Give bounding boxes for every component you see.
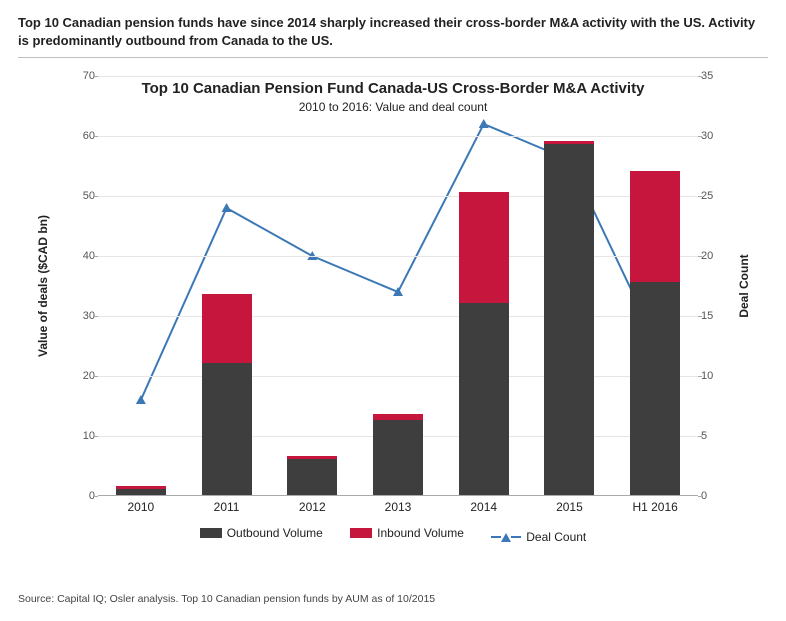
bar-outbound	[202, 363, 252, 495]
gridline	[98, 316, 698, 317]
legend-label-outbound: Outbound Volume	[227, 526, 323, 540]
legend-outbound: Outbound Volume	[200, 526, 323, 540]
x-category: 2010	[127, 500, 154, 514]
y-right-tick: 15	[701, 310, 723, 322]
legend-line-icon	[491, 533, 521, 542]
y-right-tick: 30	[701, 130, 723, 142]
y-left-tick: 60	[73, 130, 95, 142]
source-text: Source: Capital IQ; Osler analysis. Top …	[18, 593, 435, 605]
deal-count-marker	[479, 119, 489, 128]
y-right-tick: 0	[701, 490, 723, 502]
legend-dealcount: Deal Count	[491, 530, 586, 544]
bar-outbound	[544, 144, 594, 495]
x-category: H1 2016	[632, 500, 677, 514]
plot-area	[98, 76, 698, 496]
header-rule	[18, 57, 768, 58]
page-header: Top 10 Canadian pension funds have since…	[0, 0, 786, 57]
bar-inbound	[116, 486, 166, 489]
gridline	[98, 76, 698, 77]
bar-outbound	[459, 303, 509, 495]
x-category: 2011	[214, 500, 240, 514]
bar-2015	[544, 141, 594, 495]
bar-2013	[373, 414, 423, 495]
deal-count-marker	[136, 395, 146, 404]
y-left-tick: 20	[73, 370, 95, 382]
legend-label-inbound: Inbound Volume	[377, 526, 464, 540]
bar-2012	[287, 456, 337, 495]
y-right-tick: 35	[701, 70, 723, 82]
gridline	[98, 136, 698, 137]
bar-outbound	[287, 459, 337, 495]
bar-2014	[459, 192, 509, 495]
legend-swatch-inbound	[350, 528, 372, 538]
x-category: 2015	[556, 500, 583, 514]
gridline	[98, 376, 698, 377]
y-right-tick: 25	[701, 190, 723, 202]
bar-inbound	[202, 294, 252, 363]
gridline	[98, 256, 698, 257]
bar-outbound	[373, 420, 423, 495]
bar-inbound	[630, 171, 680, 282]
y-left-axis-label: Value of deals ($CAD bn)	[36, 215, 50, 357]
y-left-tick: 30	[73, 310, 95, 322]
chart-subtitle: 2010 to 2016: Value and deal count	[18, 100, 768, 114]
chart-container: Value of deals ($CAD bn) Deal Count Top …	[18, 66, 768, 566]
bar-inbound	[459, 192, 509, 303]
bar-inbound	[373, 414, 423, 420]
y-right-axis-label: Deal Count	[737, 254, 751, 317]
y-left-tick: 0	[73, 490, 95, 502]
legend-label-dealcount: Deal Count	[526, 530, 586, 544]
legend: Outbound Volume Inbound Volume Deal Coun…	[18, 526, 768, 544]
deal-count-marker	[222, 203, 232, 212]
legend-inbound: Inbound Volume	[350, 526, 464, 540]
bar-inbound	[287, 456, 337, 459]
bar-outbound	[630, 282, 680, 495]
x-category: 2013	[385, 500, 412, 514]
bar-2011	[202, 294, 252, 495]
y-right-tick: 10	[701, 370, 723, 382]
gridline	[98, 196, 698, 197]
y-right-tick: 5	[701, 430, 723, 442]
bar-H1 2016	[630, 171, 680, 495]
legend-swatch-outbound	[200, 528, 222, 538]
bar-inbound	[544, 141, 594, 144]
y-left-tick: 40	[73, 250, 95, 262]
y-right-tick: 20	[701, 250, 723, 262]
bar-outbound	[116, 489, 166, 495]
y-left-tick: 10	[73, 430, 95, 442]
x-category: 2014	[470, 500, 497, 514]
y-left-tick: 70	[73, 70, 95, 82]
x-category: 2012	[299, 500, 326, 514]
y-left-tick: 50	[73, 190, 95, 202]
bar-2010	[116, 486, 166, 495]
chart-title: Top 10 Canadian Pension Fund Canada-US C…	[18, 80, 768, 97]
